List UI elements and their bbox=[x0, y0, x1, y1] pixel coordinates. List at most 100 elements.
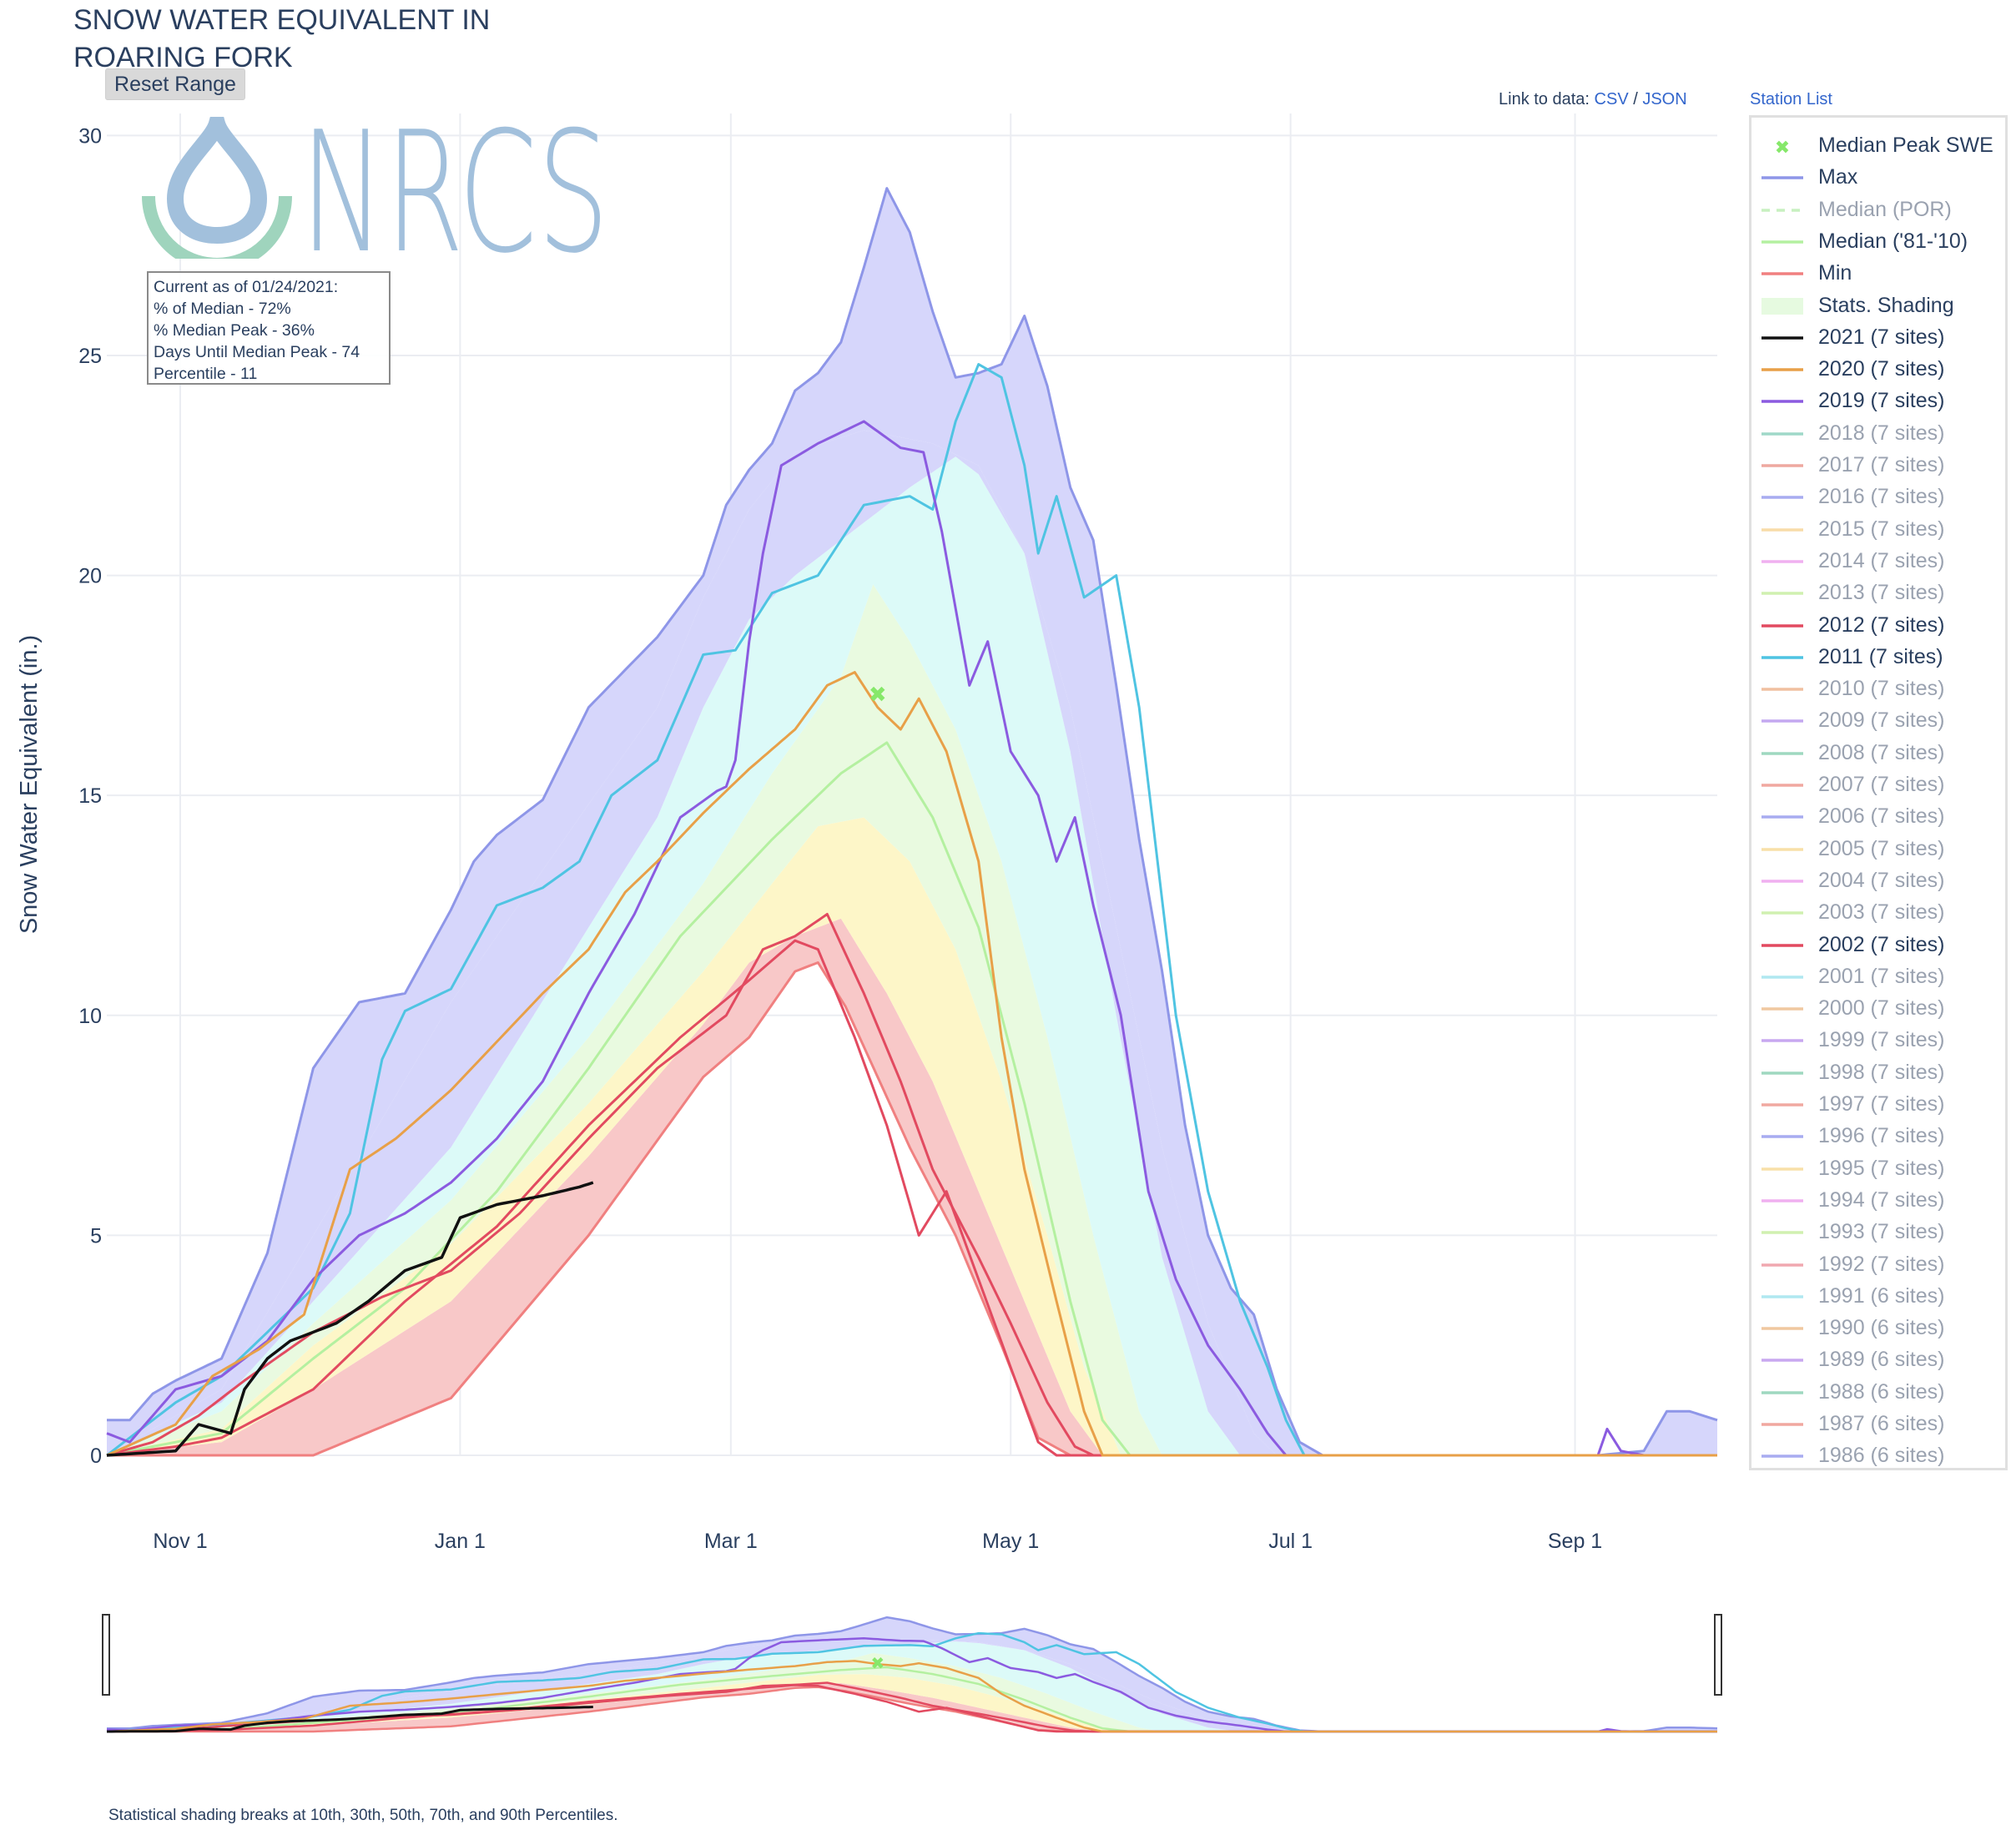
x-tick-label: Sep 1 bbox=[1548, 1530, 1602, 1553]
range-handle-left[interactable] bbox=[102, 1614, 110, 1696]
nrcs-drop-icon bbox=[166, 92, 268, 245]
legend-label: 2019 (7 sites) bbox=[1818, 389, 1945, 413]
legend-symbol bbox=[1761, 719, 1803, 723]
median-peak-marker: ✖ bbox=[869, 683, 887, 708]
legend-item[interactable]: 1989 (6 sites) bbox=[1751, 1345, 2002, 1375]
legend-label: 2007 (7 sites) bbox=[1818, 773, 1945, 796]
legend-item[interactable]: Stats. Shading bbox=[1751, 291, 2002, 321]
legend-item[interactable]: 1997 (7 sites) bbox=[1751, 1090, 2002, 1120]
legend-item[interactable]: 2011 (7 sites) bbox=[1751, 643, 2002, 673]
csv-link[interactable]: CSV bbox=[1594, 90, 1629, 108]
legend-label: 1992 (7 sites) bbox=[1818, 1252, 1945, 1276]
shading-band-p30-p50 bbox=[107, 584, 1717, 1455]
x-tick-label: Jul 1 bbox=[1268, 1530, 1313, 1553]
legend-item[interactable]: 2001 (7 sites) bbox=[1751, 962, 2002, 992]
legend-label: 1993 (7 sites) bbox=[1818, 1220, 1945, 1244]
legend-item[interactable]: 1994 (7 sites) bbox=[1751, 1186, 2002, 1216]
legend-symbol: ✖ bbox=[1775, 138, 1790, 159]
legend-item[interactable]: 2019 (7 sites) bbox=[1751, 386, 2002, 416]
nrcs-logo-text: NRCS bbox=[300, 117, 609, 259]
legend-item[interactable]: 1999 (7 sites) bbox=[1751, 1026, 2002, 1056]
legend-item[interactable]: Min bbox=[1751, 259, 2002, 289]
range-handle-right[interactable] bbox=[1714, 1614, 1722, 1696]
legend-item[interactable]: 2008 (7 sites) bbox=[1751, 739, 2002, 769]
legend-symbol bbox=[1761, 1167, 1803, 1171]
legend-symbol bbox=[1761, 1390, 1803, 1394]
station-list-link[interactable]: Station List bbox=[1750, 90, 1832, 108]
legend-symbol bbox=[1761, 1263, 1803, 1267]
legend-item[interactable]: 1991 (6 sites) bbox=[1751, 1282, 2002, 1312]
legend-item[interactable]: 2012 (7 sites) bbox=[1751, 611, 2002, 641]
legend-symbol bbox=[1761, 1007, 1803, 1011]
legend-label: 2009 (7 sites) bbox=[1818, 708, 1945, 733]
legend-item[interactable]: 1998 (7 sites) bbox=[1751, 1058, 2002, 1088]
legend-item[interactable]: 1995 (7 sites) bbox=[1751, 1154, 2002, 1184]
legend-item[interactable]: 2014 (7 sites) bbox=[1751, 547, 2002, 577]
legend-item[interactable]: 1988 (6 sites) bbox=[1751, 1378, 2002, 1408]
legend-item[interactable]: 1993 (7 sites) bbox=[1751, 1218, 2002, 1248]
legend-item[interactable]: 2017 (7 sites) bbox=[1751, 451, 2002, 481]
legend-symbol bbox=[1761, 240, 1803, 244]
legend-label: 2012 (7 sites) bbox=[1818, 613, 1945, 637]
legend-item[interactable]: 2018 (7 sites) bbox=[1751, 419, 2002, 449]
legend-symbol bbox=[1761, 336, 1803, 340]
status-date: Current as of 01/24/2021: bbox=[154, 278, 339, 296]
legend-label: 1996 (7 sites) bbox=[1818, 1124, 1945, 1148]
legend-label: 2008 (7 sites) bbox=[1818, 740, 1945, 764]
legend-label: 1988 (6 sites) bbox=[1818, 1379, 1945, 1404]
legend-item[interactable]: 2009 (7 sites) bbox=[1751, 706, 2002, 736]
legend-item[interactable]: 1996 (7 sites) bbox=[1751, 1122, 2002, 1152]
reset-range-button[interactable]: Reset Range bbox=[105, 68, 245, 100]
legend-item[interactable]: 2000 (7 sites) bbox=[1751, 994, 2002, 1024]
nrcs-logo: NRCS bbox=[142, 92, 617, 290]
legend-symbol bbox=[1761, 464, 1803, 467]
legend-label: 1999 (7 sites) bbox=[1818, 1028, 1945, 1052]
legend-item[interactable]: 1990 (6 sites) bbox=[1751, 1313, 2002, 1344]
legend-item[interactable]: 2007 (7 sites) bbox=[1751, 770, 2002, 800]
link-separator: / bbox=[1628, 90, 1643, 108]
json-link[interactable]: JSON bbox=[1642, 90, 1687, 108]
legend-item[interactable]: 1986 (6 sites) bbox=[1751, 1441, 2002, 1471]
legend-symbol bbox=[1761, 431, 1803, 436]
status-percentile: Percentile - 11 bbox=[154, 365, 258, 383]
y-tick-label: 5 bbox=[90, 1224, 102, 1248]
range-slider[interactable]: ✖ bbox=[102, 1614, 1722, 1733]
legend-label: 1987 (6 sites) bbox=[1818, 1412, 1945, 1435]
legend-symbol bbox=[1761, 1359, 1803, 1363]
legend-label: 2020 (7 sites) bbox=[1818, 357, 1945, 381]
legend-symbol bbox=[1761, 560, 1803, 563]
range-line-2020-7-sites bbox=[106, 1660, 1717, 1733]
legend-item[interactable]: ✖ Median Peak SWE bbox=[1751, 131, 2002, 161]
legend-label: 1995 (7 sites) bbox=[1818, 1156, 1945, 1180]
legend-item[interactable]: 2021 (7 sites) bbox=[1751, 323, 2002, 353]
legend-symbol bbox=[1761, 1423, 1803, 1426]
legend-item[interactable]: 2003 (7 sites) bbox=[1751, 898, 2002, 928]
legend-label: 1989 (6 sites) bbox=[1818, 1348, 1945, 1372]
legend-item[interactable]: 2010 (7 sites) bbox=[1751, 674, 2002, 704]
legend-item[interactable]: 2005 (7 sites) bbox=[1751, 834, 2002, 865]
legend-label: 1991 (6 sites) bbox=[1818, 1283, 1945, 1308]
legend-item[interactable]: Median ('81-'10) bbox=[1751, 227, 2002, 257]
status-days-until-peak: Days Until Median Peak - 74 bbox=[154, 343, 360, 361]
legend-item[interactable]: 2013 (7 sites) bbox=[1751, 578, 2002, 608]
legend-item[interactable]: 2020 (7 sites) bbox=[1751, 355, 2002, 385]
legend-label: 2002 (7 sites) bbox=[1818, 932, 1945, 956]
legend-item[interactable]: Median (POR) bbox=[1751, 195, 2002, 225]
y-tick-label: 25 bbox=[78, 345, 102, 368]
chart-axes: 0 5 10 15 20 25 30 Nov 1 Jan 1 Mar 1 May 1 Jul 1 Sep… bbox=[16, 124, 1602, 1553]
legend-item[interactable]: 2006 (7 sites) bbox=[1751, 802, 2002, 832]
shading-band-p10-p30 bbox=[107, 817, 1717, 1455]
legend-item[interactable]: 2002 (7 sites) bbox=[1751, 930, 2002, 960]
legend-item[interactable]: 2004 (7 sites) bbox=[1751, 866, 2002, 896]
x-tick-label: Mar 1 bbox=[704, 1530, 758, 1553]
legend-item[interactable]: Max bbox=[1751, 163, 2002, 193]
legend-item[interactable]: 2015 (7 sites) bbox=[1751, 515, 2002, 545]
legend-item[interactable]: 2016 (7 sites) bbox=[1751, 482, 2002, 512]
legend-label: 2015 (7 sites) bbox=[1818, 517, 1945, 541]
legend-item[interactable]: 1987 (6 sites) bbox=[1751, 1409, 2002, 1439]
legend-label: Median Peak SWE bbox=[1818, 134, 1993, 157]
legend-item[interactable]: 1992 (7 sites) bbox=[1751, 1250, 2002, 1280]
legend-label: 2004 (7 sites) bbox=[1818, 868, 1945, 892]
chart-legend[interactable]: ✖ Median Peak SWE Max Median (POR) Median ('… bbox=[1749, 115, 2008, 1470]
